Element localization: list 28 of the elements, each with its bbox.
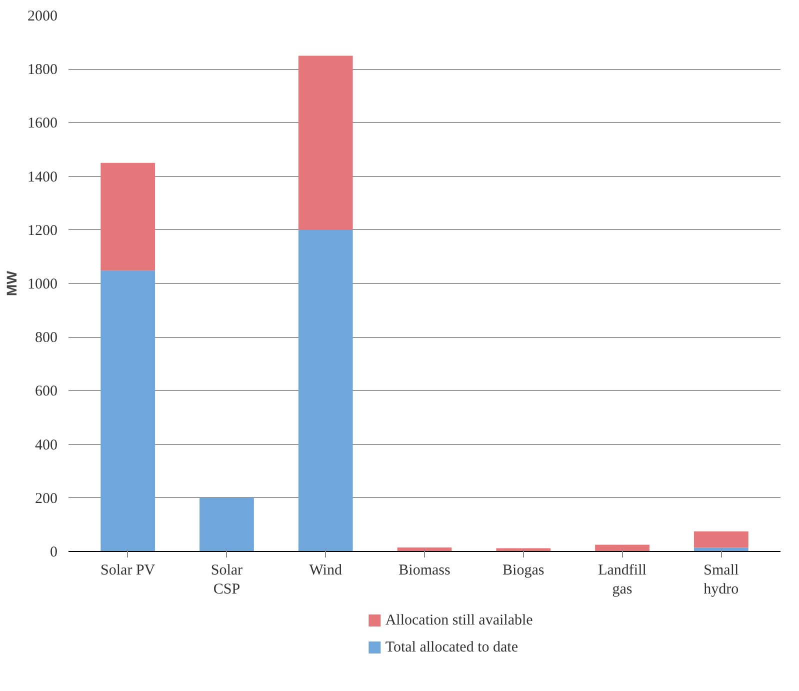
y-tick-label: 1600 [28, 116, 58, 132]
y-tick-label: 1400 [28, 169, 58, 186]
bar [100, 270, 156, 552]
bar [100, 162, 156, 271]
y-tick-label: 600 [35, 384, 58, 400]
y-tick-label: 2000 [28, 8, 58, 24]
y-tick-label: 800 [35, 330, 58, 346]
y-tick-label: 1800 [28, 62, 58, 78]
y-tick-label: 1000 [28, 276, 58, 292]
y-axis-title: MW [4, 270, 20, 296]
x-tick-label: Wind [309, 562, 342, 578]
legend-label: Total allocated to date [385, 640, 518, 656]
y-tick-label: 1200 [28, 222, 58, 239]
y-tick-label: 400 [35, 437, 58, 454]
legend-label: Allocation still available [385, 612, 534, 628]
y-tick-label: 200 [35, 490, 58, 507]
x-tick-label: Biogas [502, 562, 544, 578]
bar [694, 548, 748, 552]
bar [298, 230, 353, 552]
y-tick-label: 0 [50, 544, 58, 560]
bar [298, 56, 353, 230]
x-tick-label: Landfill gas [598, 562, 646, 598]
x-tick-label: Solar CSP [210, 562, 243, 598]
x-tick-label: Biomass [398, 562, 450, 578]
bar [694, 531, 748, 548]
bar [200, 498, 254, 552]
x-tick-label: Small hydro [704, 562, 739, 598]
x-tick-label: Solar PV [100, 562, 156, 578]
